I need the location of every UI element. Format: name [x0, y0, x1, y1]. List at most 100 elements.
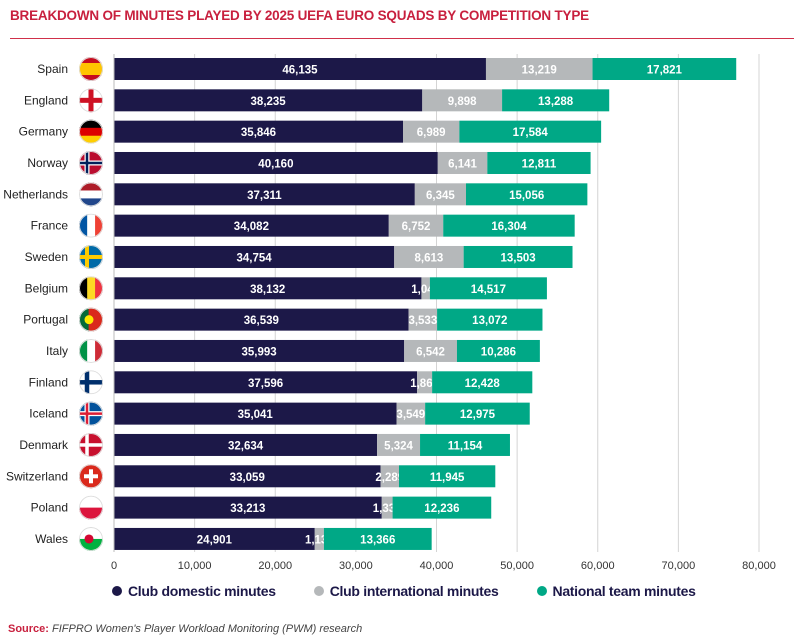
country-label-netherlands: Netherlands — [3, 187, 68, 201]
bar-segment-sweden-club-domestic — [114, 245, 395, 268]
bar-segment-finland-club-international — [417, 371, 433, 394]
country-label-italy: Italy — [46, 344, 68, 358]
data-label: 12,811 — [522, 158, 557, 170]
bar-segment-wales-national-team — [323, 527, 432, 550]
country-label-iceland: Iceland — [29, 407, 68, 421]
data-label: 16,304 — [491, 221, 527, 233]
bar-segment-italy-club-international — [404, 339, 457, 362]
country-label-sweden: Sweden — [25, 250, 68, 264]
x-tick-label: 20,000 — [258, 560, 292, 572]
chart-title: BREAKDOWN OF MINUTES PLAYED BY 2025 UEFA… — [10, 8, 589, 23]
flag-sweden-icon — [79, 244, 103, 269]
bar-segment-netherlands-club-international — [414, 183, 466, 206]
data-label: 6,542 — [416, 346, 445, 358]
x-tick-label: 50,000 — [500, 560, 534, 572]
data-label: 33,213 — [230, 503, 265, 515]
data-label: 34,754 — [237, 252, 273, 264]
flag-wales-icon — [79, 526, 103, 551]
bar-segment-spain-club-domestic — [114, 58, 486, 80]
country-label-portugal: Portugal — [23, 313, 68, 327]
bar-segment-italy-national-team — [456, 339, 540, 362]
flag-spain-icon — [79, 57, 103, 81]
data-label: 6,989 — [417, 127, 446, 139]
data-label: 12,236 — [424, 503, 459, 515]
data-label: 38,235 — [251, 96, 287, 108]
bar-segment-poland-national-team — [392, 496, 492, 519]
bar-segment-switzerland-national-team — [398, 465, 496, 488]
bar-segment-norway-club-domestic — [114, 151, 438, 174]
bar-segment-england-club-international — [422, 89, 503, 112]
data-label: 46,135 — [282, 65, 318, 77]
bar-segment-iceland-club-international — [396, 402, 426, 425]
data-label: 34,082 — [234, 221, 269, 233]
source-text: FIFPRO Women's Player Workload Monitorin… — [52, 623, 363, 635]
bar-segment-spain-national-team — [592, 58, 737, 80]
country-label-switzerland: Switzerland — [6, 469, 68, 483]
data-label: 36,539 — [244, 315, 279, 327]
x-tick-label: 40,000 — [420, 560, 454, 572]
flag-finland-icon — [79, 370, 103, 395]
bar-segment-portugal-club-international — [408, 308, 438, 331]
bar-segment-germany-national-team — [459, 120, 602, 143]
flag-netherlands-icon — [79, 182, 103, 207]
country-label-germany: Germany — [19, 125, 68, 139]
data-label: 11,945 — [430, 472, 465, 484]
data-label: 13,288 — [538, 96, 574, 108]
data-label: 12,975 — [460, 409, 496, 421]
legend-dot-icon — [313, 586, 324, 596]
bar-segment-germany-club-domestic — [114, 120, 404, 143]
x-tick-label: 30,000 — [339, 560, 373, 572]
data-label: 35,846 — [241, 127, 276, 139]
bar-segment-sweden-club-international — [394, 245, 464, 268]
data-label: 35,041 — [238, 409, 274, 421]
bar-segment-denmark-club-domestic — [114, 433, 378, 456]
bar-segment-switzerland-club-international — [380, 465, 399, 488]
flag-norway-icon — [79, 150, 103, 175]
bar-segment-italy-club-domestic — [114, 339, 405, 362]
bar-segment-wales-club-domestic — [114, 527, 315, 550]
flag-germany-icon — [79, 119, 103, 144]
data-label: 3,533 — [408, 315, 437, 327]
legend: Club domestic minutes Club international… — [112, 583, 696, 599]
data-label: 6,345 — [426, 190, 455, 202]
flag-switzerland-icon — [79, 464, 103, 489]
country-label-poland: Poland — [31, 501, 68, 515]
bar-segment-poland-club-international — [381, 496, 393, 519]
bar-segment-iceland-club-domestic — [114, 402, 397, 425]
bar-segment-wales-club-international — [314, 527, 324, 550]
data-label: 11,154 — [448, 440, 483, 452]
data-label: 13,503 — [500, 252, 535, 264]
flag-portugal-icon — [79, 307, 103, 332]
bar-segment-poland-club-domestic — [114, 496, 382, 519]
data-label: 10,286 — [481, 346, 516, 358]
data-label: 2,289 — [375, 472, 404, 484]
legend-item-club-international: Club international minutes — [313, 583, 499, 599]
data-label: 1,860 — [410, 378, 439, 390]
flag-france-icon — [79, 213, 103, 238]
flag-italy-icon — [79, 338, 103, 363]
country-label-spain: Spain — [37, 62, 68, 76]
bar-segment-belgium-national-team — [429, 277, 547, 300]
bar-segment-norway-club-international — [437, 151, 488, 174]
x-tick-label: 0 — [111, 560, 117, 572]
data-label: 38,132 — [250, 284, 285, 296]
data-label: 12,428 — [465, 378, 501, 390]
data-label: 17,584 — [513, 127, 549, 139]
data-label: 32,634 — [228, 440, 264, 452]
country-label-finland: Finland — [29, 375, 68, 389]
x-tick-label: 70,000 — [662, 560, 696, 572]
data-label: 24,901 — [197, 534, 233, 546]
data-label: 14,517 — [471, 284, 506, 296]
bar-segment-england-club-domestic — [114, 89, 423, 112]
bar-segment-iceland-national-team — [425, 402, 530, 425]
country-label-france: France — [31, 219, 69, 233]
data-label: 3,549 — [396, 409, 425, 421]
legend-dot-icon — [536, 586, 547, 596]
legend-dot-icon — [112, 586, 122, 596]
bar-segment-denmark-club-international — [377, 433, 421, 456]
country-label-norway: Norway — [27, 156, 68, 170]
bar-segment-belgium-club-international — [421, 277, 430, 300]
country-label-denmark: Denmark — [19, 438, 69, 452]
bar-segment-france-club-domestic — [114, 214, 389, 237]
